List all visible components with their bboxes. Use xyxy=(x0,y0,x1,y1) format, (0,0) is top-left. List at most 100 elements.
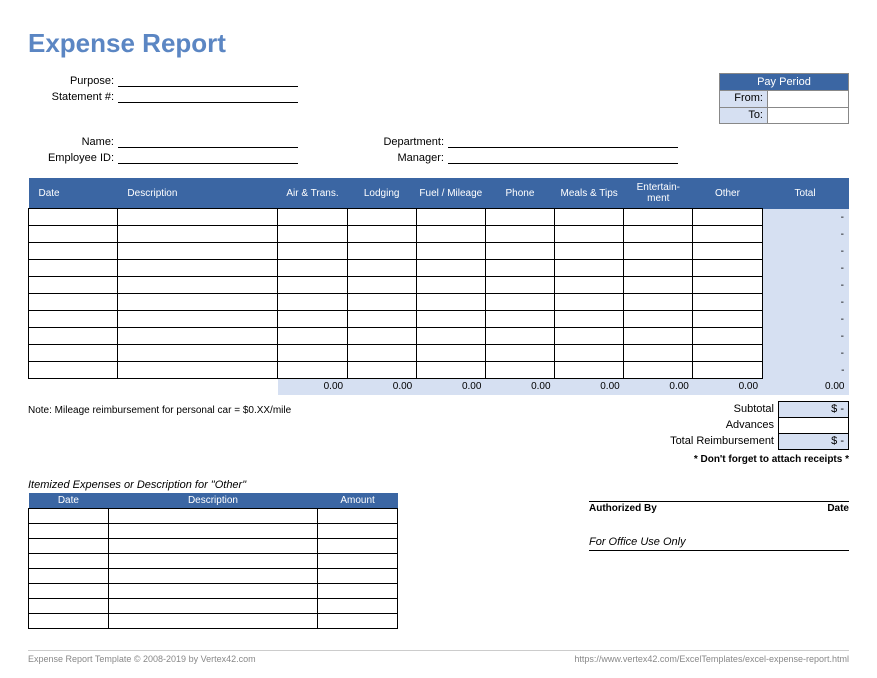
table-cell[interactable] xyxy=(29,598,109,613)
table-cell[interactable] xyxy=(416,243,485,260)
table-cell[interactable] xyxy=(347,209,416,226)
table-cell[interactable] xyxy=(29,583,109,598)
table-cell[interactable] xyxy=(555,294,624,311)
table-cell[interactable] xyxy=(347,345,416,362)
table-cell[interactable] xyxy=(416,294,485,311)
table-cell[interactable] xyxy=(416,328,485,345)
table-cell[interactable] xyxy=(693,260,762,277)
table-cell[interactable] xyxy=(108,508,317,523)
table-cell[interactable] xyxy=(117,209,278,226)
table-cell[interactable] xyxy=(416,311,485,328)
table-cell[interactable] xyxy=(318,523,398,538)
table-cell[interactable] xyxy=(416,209,485,226)
manager-input[interactable] xyxy=(448,150,678,164)
table-cell[interactable] xyxy=(278,362,347,379)
table-cell[interactable] xyxy=(108,538,317,553)
table-cell[interactable] xyxy=(117,345,278,362)
table-cell[interactable] xyxy=(318,613,398,628)
table-cell[interactable] xyxy=(318,508,398,523)
table-cell[interactable] xyxy=(278,226,347,243)
table-cell[interactable] xyxy=(347,294,416,311)
table-cell[interactable] xyxy=(693,328,762,345)
table-cell[interactable] xyxy=(555,226,624,243)
table-cell[interactable] xyxy=(624,362,693,379)
table-cell[interactable] xyxy=(29,553,109,568)
table-cell[interactable] xyxy=(29,538,109,553)
employee-id-input[interactable] xyxy=(118,150,298,164)
table-cell[interactable] xyxy=(318,538,398,553)
table-cell[interactable] xyxy=(108,553,317,568)
table-cell[interactable] xyxy=(117,226,278,243)
table-cell[interactable] xyxy=(624,243,693,260)
table-cell[interactable] xyxy=(624,277,693,294)
table-cell[interactable] xyxy=(318,598,398,613)
table-cell[interactable] xyxy=(117,243,278,260)
pay-from-input[interactable] xyxy=(768,91,848,107)
table-cell[interactable] xyxy=(29,277,118,294)
table-cell[interactable] xyxy=(108,613,317,628)
table-cell[interactable] xyxy=(278,345,347,362)
pay-to-input[interactable] xyxy=(768,108,848,123)
purpose-input[interactable] xyxy=(118,73,298,87)
table-cell[interactable] xyxy=(624,311,693,328)
table-cell[interactable] xyxy=(29,523,109,538)
table-cell[interactable] xyxy=(108,568,317,583)
table-cell[interactable] xyxy=(29,260,118,277)
table-cell[interactable] xyxy=(117,260,278,277)
table-cell[interactable] xyxy=(555,362,624,379)
table-cell[interactable] xyxy=(555,328,624,345)
table-cell[interactable] xyxy=(624,294,693,311)
table-cell[interactable] xyxy=(278,243,347,260)
department-input[interactable] xyxy=(448,134,678,148)
table-cell[interactable] xyxy=(318,553,398,568)
table-cell[interactable] xyxy=(29,226,118,243)
table-cell[interactable] xyxy=(624,226,693,243)
table-cell[interactable] xyxy=(117,311,278,328)
table-cell[interactable] xyxy=(485,243,554,260)
table-cell[interactable] xyxy=(624,209,693,226)
table-cell[interactable] xyxy=(555,345,624,362)
table-cell[interactable] xyxy=(485,209,554,226)
table-cell[interactable] xyxy=(416,345,485,362)
table-cell[interactable] xyxy=(693,311,762,328)
table-cell[interactable] xyxy=(555,277,624,294)
table-cell[interactable] xyxy=(347,362,416,379)
table-cell[interactable] xyxy=(624,260,693,277)
table-cell[interactable] xyxy=(29,311,118,328)
table-cell[interactable] xyxy=(624,345,693,362)
table-cell[interactable] xyxy=(347,226,416,243)
table-cell[interactable] xyxy=(555,209,624,226)
table-cell[interactable] xyxy=(693,345,762,362)
table-cell[interactable] xyxy=(29,362,118,379)
table-cell[interactable] xyxy=(416,362,485,379)
table-cell[interactable] xyxy=(485,328,554,345)
table-cell[interactable] xyxy=(485,362,554,379)
table-cell[interactable] xyxy=(347,328,416,345)
table-cell[interactable] xyxy=(485,345,554,362)
table-cell[interactable] xyxy=(29,328,118,345)
table-cell[interactable] xyxy=(347,260,416,277)
table-cell[interactable] xyxy=(693,226,762,243)
table-cell[interactable] xyxy=(624,328,693,345)
table-cell[interactable] xyxy=(278,294,347,311)
table-cell[interactable] xyxy=(693,277,762,294)
table-cell[interactable] xyxy=(278,328,347,345)
table-cell[interactable] xyxy=(416,260,485,277)
table-cell[interactable] xyxy=(485,260,554,277)
table-cell[interactable] xyxy=(555,260,624,277)
table-cell[interactable] xyxy=(117,328,278,345)
table-cell[interactable] xyxy=(278,277,347,294)
table-cell[interactable] xyxy=(108,598,317,613)
table-cell[interactable] xyxy=(693,243,762,260)
table-cell[interactable] xyxy=(278,260,347,277)
table-cell[interactable] xyxy=(416,277,485,294)
statement-input[interactable] xyxy=(118,89,298,103)
table-cell[interactable] xyxy=(485,277,554,294)
table-cell[interactable] xyxy=(693,209,762,226)
name-input[interactable] xyxy=(118,134,298,148)
table-cell[interactable] xyxy=(29,568,109,583)
table-cell[interactable] xyxy=(555,243,624,260)
table-cell[interactable] xyxy=(117,277,278,294)
table-cell[interactable] xyxy=(318,568,398,583)
table-cell[interactable] xyxy=(29,508,109,523)
